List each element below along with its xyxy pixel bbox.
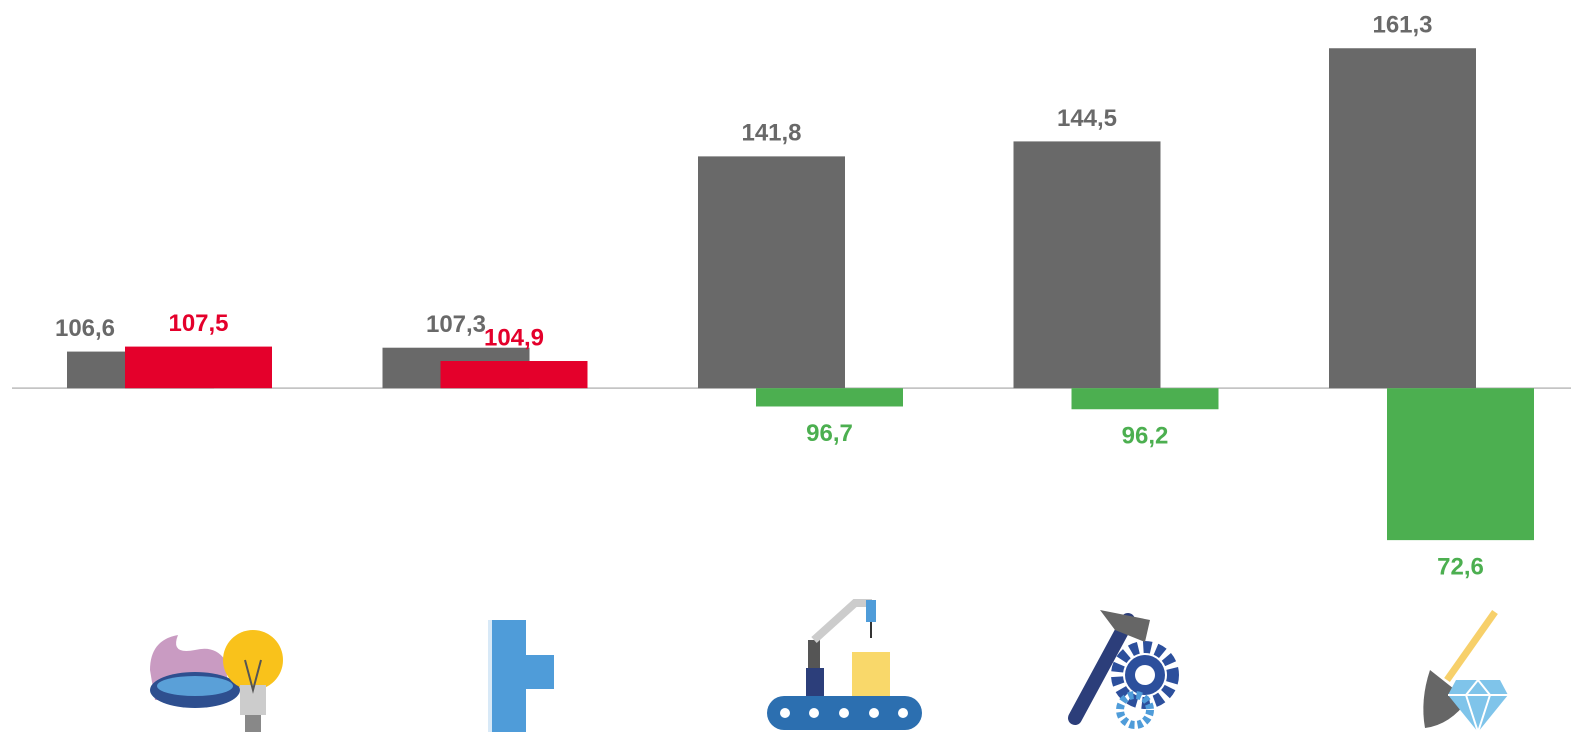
value-label: 104,9 bbox=[484, 324, 544, 351]
icon-tools bbox=[1068, 610, 1179, 729]
icon-pipe bbox=[488, 620, 554, 732]
bar bbox=[1071, 388, 1219, 410]
value-label: 161,3 bbox=[1372, 12, 1432, 39]
value-label: 72,6 bbox=[1437, 553, 1484, 580]
bar bbox=[698, 156, 845, 389]
value-label: 96,7 bbox=[806, 420, 853, 447]
value-label: 107,5 bbox=[168, 310, 228, 337]
bar bbox=[440, 361, 588, 389]
value-label: 141,8 bbox=[741, 120, 801, 147]
value-label: 144,5 bbox=[1057, 105, 1117, 132]
icon-manufacturing bbox=[767, 599, 922, 730]
value-label: 107,3 bbox=[426, 311, 486, 338]
bar bbox=[1387, 388, 1534, 541]
bar bbox=[1013, 141, 1161, 389]
bar bbox=[756, 388, 903, 407]
icon-mining bbox=[1423, 609, 1508, 732]
bar bbox=[1329, 48, 1476, 389]
value-label: 96,2 bbox=[1122, 423, 1169, 450]
bar bbox=[125, 346, 272, 389]
icon-energy bbox=[150, 630, 283, 732]
value-label: 106,6 bbox=[55, 315, 115, 342]
category-icons bbox=[150, 599, 1508, 732]
